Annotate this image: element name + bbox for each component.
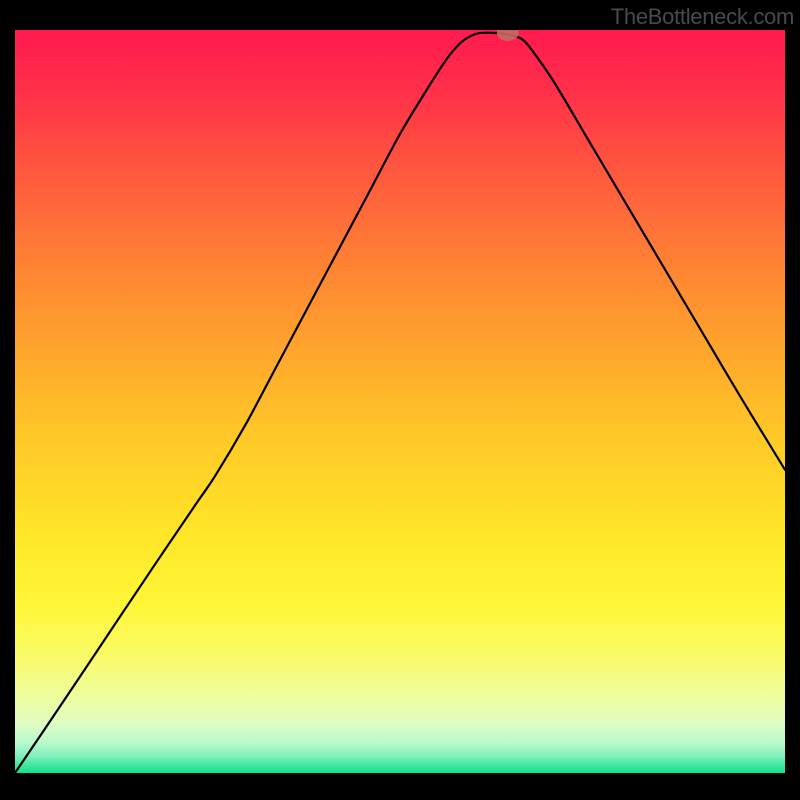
watermark-text: TheBottleneck.com bbox=[611, 4, 794, 30]
chart-plot-area bbox=[15, 30, 785, 773]
bottleneck-curve bbox=[15, 30, 785, 773]
optimal-point-marker bbox=[497, 30, 519, 41]
